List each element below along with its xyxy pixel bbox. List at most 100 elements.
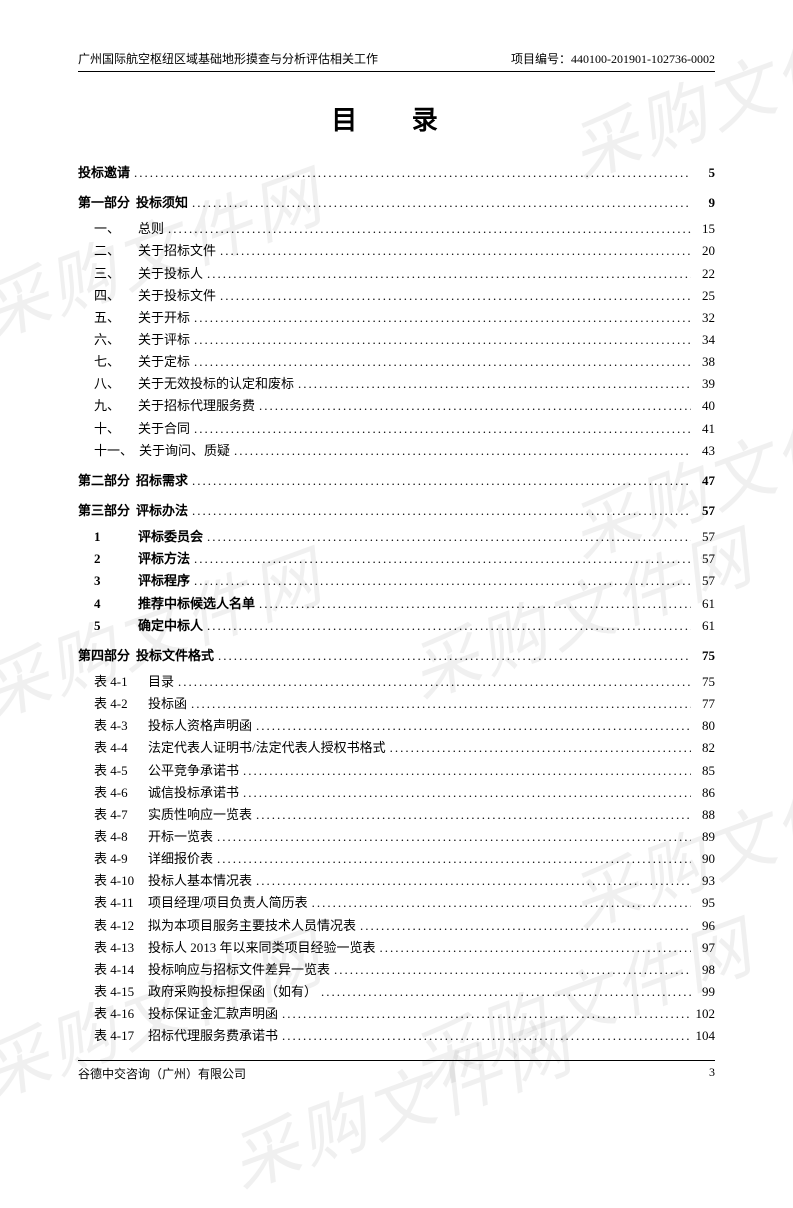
toc-number: 三、 — [78, 264, 138, 284]
toc-label: 关于询问、质疑 — [139, 441, 230, 461]
toc-label: 招标需求 — [136, 471, 188, 491]
toc-page-number: 86 — [691, 783, 715, 803]
toc-page-number: 82 — [691, 738, 715, 758]
page: 广州国际航空枢纽区域基础地形摸查与分析评估相关工作 项目编号：440100-20… — [0, 0, 793, 1122]
toc-row: 表 4-16投标保证金汇款声明函 102 — [78, 1004, 715, 1024]
header-left: 广州国际航空枢纽区域基础地形摸查与分析评估相关工作 — [78, 50, 378, 67]
toc-number: 表 4-7 — [78, 805, 148, 825]
toc-number: 八、 — [78, 374, 138, 394]
toc-page-number: 34 — [691, 330, 715, 350]
toc-page-number: 15 — [691, 219, 715, 239]
toc-label: 投标人资格声明函 — [148, 716, 252, 736]
toc-number: 第三部分 — [78, 501, 136, 521]
toc-label: 投标人 2013 年以来同类项目经验一览表 — [148, 938, 376, 958]
toc-leader-dots — [376, 938, 691, 958]
toc-number: 5 — [78, 616, 138, 636]
toc-label: 拟为本项目服务主要技术人员情况表 — [148, 916, 356, 936]
toc-label: 项目经理/项目负责人简历表 — [148, 893, 308, 913]
footer-page-number: 3 — [709, 1065, 715, 1082]
toc-page-number: 102 — [691, 1004, 715, 1024]
toc-number: 表 4-2 — [78, 694, 148, 714]
toc-page-number: 9 — [691, 193, 715, 213]
toc-number: 表 4-4 — [78, 738, 148, 758]
toc-label: 关于无效投标的认定和废标 — [138, 374, 294, 394]
toc-number: 表 4-15 — [78, 982, 148, 1002]
toc-number: 3 — [78, 571, 138, 591]
toc-leader-dots — [216, 241, 691, 261]
toc-row: 表 4-15政府采购投标担保函（如有）99 — [78, 982, 715, 1002]
header-right: 项目编号：440100-201901-102736-0002 — [511, 50, 715, 67]
toc-number: 表 4-17 — [78, 1026, 148, 1046]
toc-label: 评标办法 — [136, 501, 188, 521]
toc-row: 五、关于开标32 — [78, 308, 715, 328]
toc-leader-dots — [203, 264, 691, 284]
toc-page-number: 38 — [691, 352, 715, 372]
toc-page-number: 57 — [691, 527, 715, 547]
toc-row: 5确定中标人61 — [78, 616, 715, 636]
toc-label: 总则 — [138, 219, 164, 239]
toc-row: 第四部分投标文件格式75 — [78, 646, 715, 666]
toc-number: 四、 — [78, 286, 138, 306]
toc-leader-dots — [252, 805, 691, 825]
toc-leader-dots — [252, 716, 691, 736]
toc-row: 表 4-10投标人基本情况表93 — [78, 871, 715, 891]
toc-leader-dots — [190, 549, 691, 569]
toc-row: 表 4-17招标代理服务费承诺书104 — [78, 1026, 715, 1046]
toc-number: 第四部分 — [78, 646, 136, 666]
toc-page-number: 80 — [691, 716, 715, 736]
toc-label: 关于投标人 — [138, 264, 203, 284]
toc-leader-dots — [190, 330, 691, 350]
toc-label: 政府采购投标担保函（如有） — [148, 982, 317, 1002]
toc-row: 表 4-13投标人 2013 年以来同类项目经验一览表97 — [78, 938, 715, 958]
toc-label: 详细报价表 — [148, 849, 213, 869]
toc-label: 关于招标文件 — [138, 241, 216, 261]
toc-number: 十、 — [78, 419, 138, 439]
toc-label: 招标代理服务费承诺书 — [148, 1026, 278, 1046]
toc-label: 评标方法 — [138, 549, 190, 569]
toc-number: 表 4-10 — [78, 871, 148, 891]
toc-label: 投标须知 — [136, 193, 188, 213]
toc-label: 目录 — [148, 672, 174, 692]
toc-leader-dots — [330, 960, 691, 980]
toc-leader-dots — [213, 849, 691, 869]
toc-number: 第一部分 — [78, 193, 136, 213]
toc-leader-dots — [278, 1026, 691, 1046]
toc-page-number: 90 — [691, 849, 715, 869]
toc-row: 表 4-5公平竞争承诺书85 — [78, 761, 715, 781]
toc-label: 确定中标人 — [138, 616, 203, 636]
toc-row: 六、关于评标34 — [78, 330, 715, 350]
toc-leader-dots — [317, 982, 691, 1002]
toc-number: 五、 — [78, 308, 138, 328]
toc-leader-dots — [214, 646, 691, 666]
toc-page-number: 57 — [691, 501, 715, 521]
toc-number: 表 4-14 — [78, 960, 148, 980]
toc-number: 表 4-16 — [78, 1004, 148, 1024]
toc-page-number: 41 — [691, 419, 715, 439]
toc-label: 诚信投标承诺书 — [148, 783, 239, 803]
toc-row: 四、关于投标文件 25 — [78, 286, 715, 306]
toc-label: 关于投标文件 — [138, 286, 216, 306]
toc-page-number: 75 — [691, 646, 715, 666]
toc-row: 表 4-9详细报价表 90 — [78, 849, 715, 869]
page-header: 广州国际航空枢纽区域基础地形摸查与分析评估相关工作 项目编号：440100-20… — [78, 50, 715, 72]
toc-page-number: 25 — [691, 286, 715, 306]
toc-page-number: 57 — [691, 549, 715, 569]
toc-leader-dots — [164, 219, 691, 239]
toc-leader-dots — [213, 827, 691, 847]
toc-leader-dots — [190, 419, 691, 439]
toc-page-number: 39 — [691, 374, 715, 394]
toc-page-number: 20 — [691, 241, 715, 261]
toc-row: 十、关于合同41 — [78, 419, 715, 439]
toc-number: 表 4-13 — [78, 938, 148, 958]
toc-label: 投标保证金汇款声明函 — [148, 1004, 278, 1024]
toc-page-number: 93 — [691, 871, 715, 891]
toc-number: 表 4-9 — [78, 849, 148, 869]
toc-leader-dots — [188, 471, 691, 491]
toc-page-number: 77 — [691, 694, 715, 714]
toc-row: 一、总则15 — [78, 219, 715, 239]
toc-leader-dots — [278, 1004, 691, 1024]
toc-row: 第一部分投标须知 9 — [78, 193, 715, 213]
toc-leader-dots — [294, 374, 691, 394]
toc-leader-dots — [255, 396, 691, 416]
toc-label: 评标委员会 — [138, 527, 203, 547]
